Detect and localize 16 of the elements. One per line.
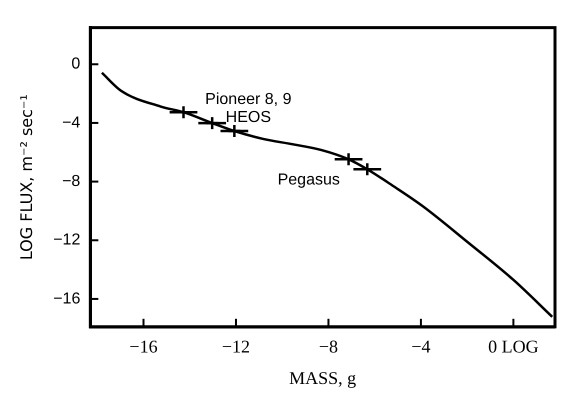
- y-axis-title: LOG FLUX, m⁻² sec⁻¹: [16, 94, 36, 260]
- y-tick-label: −16: [53, 290, 80, 308]
- x-axis-title: MASS, g: [289, 368, 356, 388]
- y-tick-label: 0: [71, 56, 80, 73]
- annotation: Pegasus: [278, 172, 340, 189]
- x-tick-label: 0 LOG: [488, 336, 539, 356]
- y-tick-label: −4: [62, 114, 80, 132]
- x-tick-label: −4: [411, 336, 430, 356]
- line-series: [100, 72, 554, 318]
- annotation: HEOS: [226, 108, 271, 126]
- y-tick-label: −8: [62, 173, 80, 190]
- x-tick-label: −8: [318, 336, 338, 356]
- x-tick-label: −16: [129, 336, 158, 356]
- x-tick-label: −12: [222, 336, 250, 356]
- y-tick-label: −12: [53, 232, 80, 249]
- annotation: Pioneer 8, 9: [205, 90, 292, 108]
